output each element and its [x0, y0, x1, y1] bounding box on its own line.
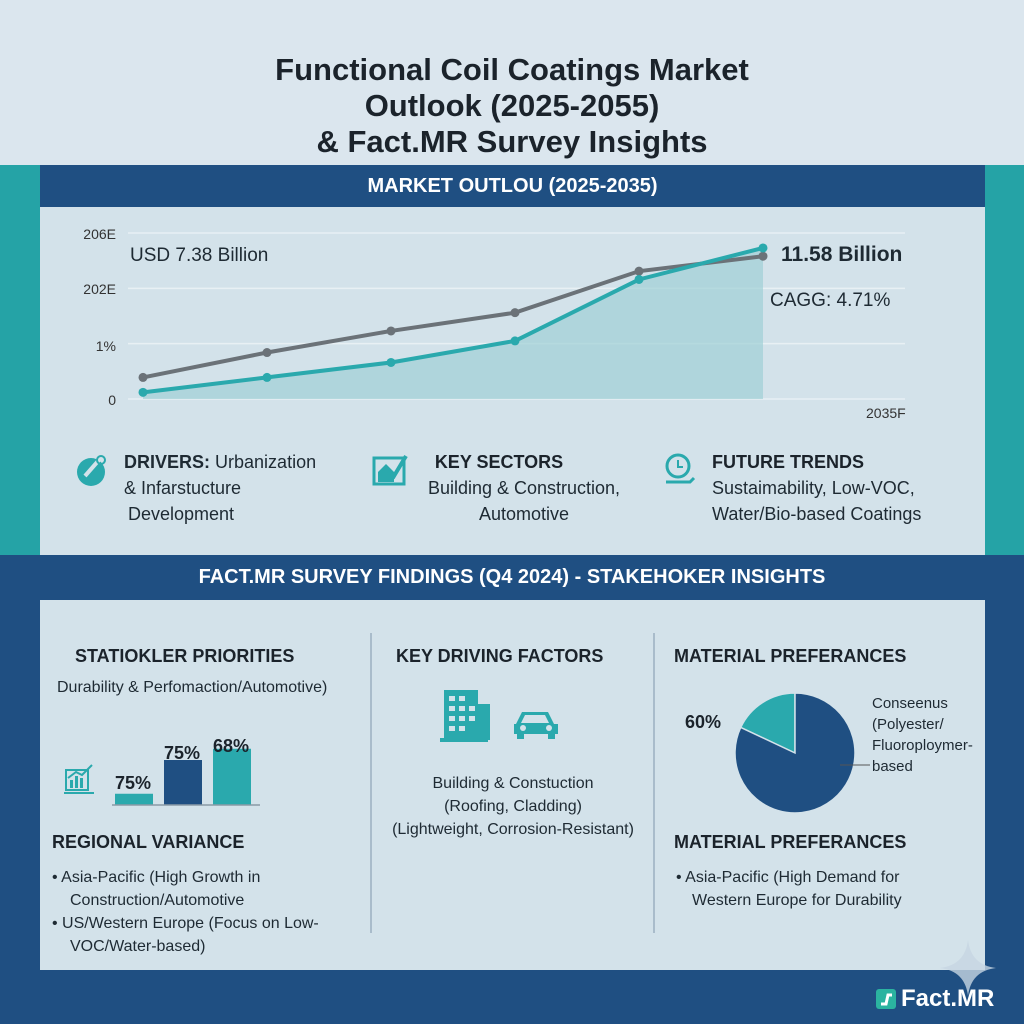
data-point-teal: [138, 387, 148, 397]
analytics-icon: [62, 762, 96, 801]
x-tick: 2035F: [866, 405, 906, 421]
series-line-teal: [142, 246, 764, 395]
divider: [653, 633, 655, 933]
pie-chart: [734, 692, 856, 814]
area-fill: [143, 247, 763, 399]
y-tick: 1%: [95, 338, 116, 354]
brand-logo: Fact.MR: [876, 985, 994, 1013]
list-item: • US/Western Europe (Focus on Low-VOC/Wa…: [52, 915, 319, 955]
outlook-header: MARKET OUTLOU (2025-2035): [40, 165, 985, 207]
y-tick: 206E: [83, 226, 116, 242]
pie-label: 60%: [685, 712, 722, 732]
building-icon: [440, 686, 550, 751]
survey-header: FACT.MR SURVEY FINDINGS (Q4 2024) - STAK…: [198, 566, 826, 588]
cagr-label: CAGG: 4.71%: [770, 290, 891, 311]
building-check-icon: [372, 452, 408, 491]
bar-label: 75%: [164, 743, 201, 763]
list-item: • Asia-Pacific (High Growth in Construct…: [52, 869, 261, 909]
priorities-subtitle: Durability & Perfomaction/Automotive): [57, 679, 328, 696]
bar: [115, 793, 153, 805]
line-chart: [128, 232, 905, 400]
page-title: Functional Coil Coatings Market Outlook …: [275, 52, 749, 159]
material2-title: MATERIAL PREFERANCES: [674, 832, 907, 852]
bar: [213, 748, 251, 805]
end-value-label: 11.58 Billion: [781, 243, 903, 266]
y-tick: 0: [108, 392, 116, 408]
start-value-label: USD 7.38 Billion: [130, 245, 269, 266]
data-point-gray: [262, 348, 272, 358]
trends-block: FUTURE TRENDS Sustaimability, Low-VOC, W…: [712, 452, 922, 524]
drivers-block: DRIVERS: Urbanization & Infarstucture De…: [124, 452, 317, 524]
factmr-logo-icon: [876, 989, 896, 1009]
legend-leader-line: [840, 764, 870, 766]
data-point-teal: [262, 372, 272, 382]
data-point-teal: [758, 243, 768, 253]
driving-title: KEY DRIVING FACTORS: [396, 646, 604, 666]
data-point-teal: [510, 336, 520, 346]
clock-trend-icon: [664, 452, 700, 493]
car-icon: [512, 706, 560, 745]
list-item: • Asia-Pacific (High Demand for Western …: [676, 869, 902, 909]
data-point-gray: [138, 372, 148, 382]
regional-title: REGIONAL VARIANCE: [52, 832, 245, 852]
data-point-teal: [634, 274, 644, 284]
divider: [370, 633, 372, 933]
data-point-teal: [386, 357, 396, 367]
drivers-icon: [75, 452, 111, 493]
regional-list: • Asia-Pacific (High Growth in Construct…: [52, 866, 352, 958]
bar-label: 68%: [213, 736, 250, 756]
bar-label: 75%: [115, 773, 152, 793]
side-strip-left: [0, 165, 40, 555]
data-point-gray: [634, 266, 644, 276]
pie-legend: Conseenus (Polyester/ Fluoroploymer- bas…: [872, 695, 973, 775]
data-point-gray: [386, 326, 396, 336]
bar: [164, 760, 202, 805]
data-point-gray: [758, 251, 768, 261]
side-strip-right: [985, 165, 1024, 555]
y-tick: 202E: [83, 281, 116, 297]
bar-chart: [112, 748, 260, 806]
data-point-gray: [510, 308, 520, 318]
driving-text: Building & Constuction (Roofing, Claddin…: [392, 775, 634, 838]
sectors-block: KEY SECTORS Building & Construction, Aut…: [427, 452, 621, 524]
pie-slice: [739, 692, 796, 755]
material-title: MATERIAL PREFERANCES: [674, 646, 907, 666]
priorities-title: STATIOKLER PRIORITIES: [75, 646, 295, 666]
pie-slice: [734, 692, 856, 814]
sparkle-icon: [940, 940, 996, 996]
series-line-gray: [142, 254, 764, 380]
